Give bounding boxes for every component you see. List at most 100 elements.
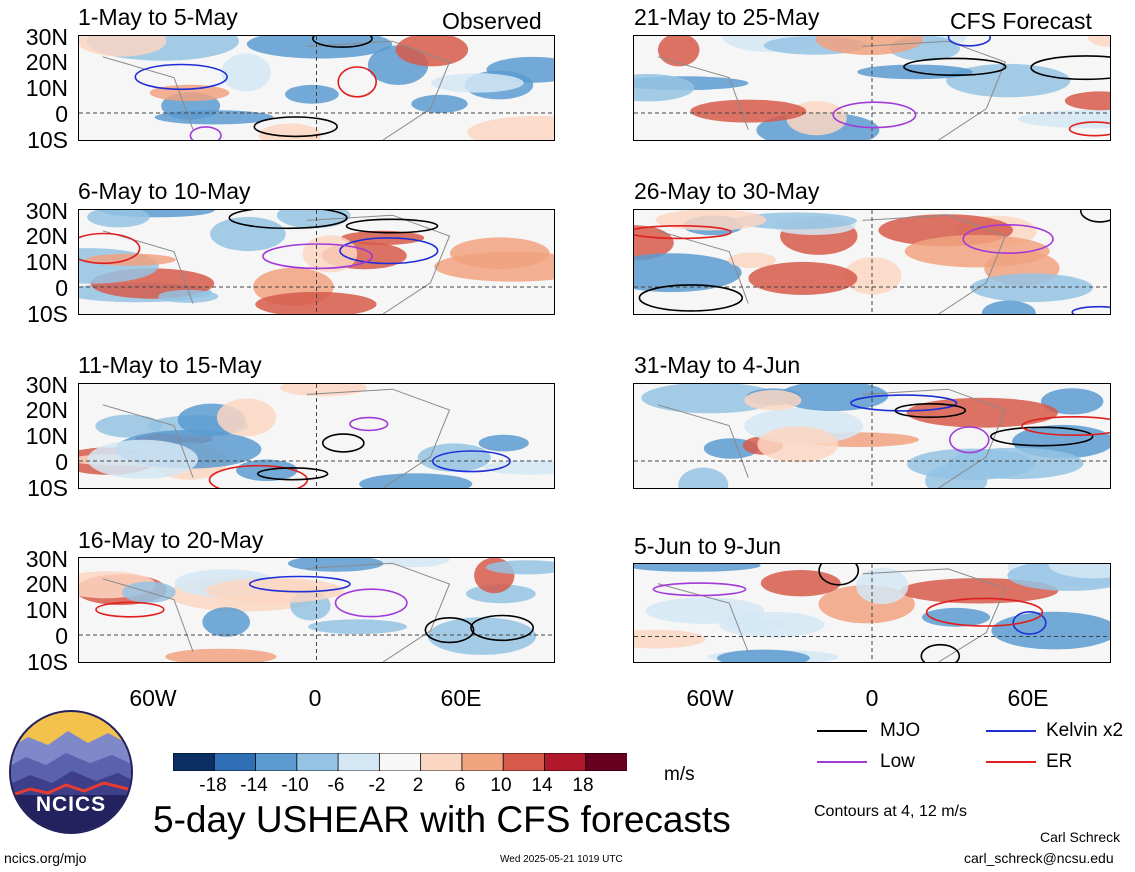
colorbar-swatch (172, 752, 216, 772)
colorbar (172, 752, 628, 772)
map-panel-left-4 (78, 557, 555, 663)
colorbar-tick: -10 (281, 775, 309, 796)
wave-contour (345, 218, 439, 234)
wave-contour (262, 243, 374, 270)
lat-label: 0 (55, 275, 68, 301)
shear-anomaly-patch (778, 384, 889, 411)
shear-anomaly-patch (79, 36, 167, 57)
shear-anomaly-patch (359, 473, 473, 488)
wave-contour (79, 232, 141, 265)
panel-title-left-3: 11-May to 15-May (78, 352, 262, 378)
map-panel-left-3 (78, 383, 555, 489)
shear-anomaly-patch (216, 398, 277, 437)
shear-anomaly-patch (970, 273, 1093, 302)
shear-anomaly-patch (165, 648, 277, 662)
legend-er-label: ER (1046, 751, 1073, 772)
lat-label: 10N (25, 249, 68, 275)
wave-contour (1068, 121, 1110, 137)
shear-anomaly-patch (1087, 36, 1110, 47)
colorbar-tick: 10 (490, 775, 512, 796)
shear-anomaly-patch (645, 597, 765, 624)
shear-anomaly-patch (87, 439, 198, 479)
wave-contour (948, 426, 990, 454)
shear-anomaly-patch (308, 619, 408, 634)
panel-title-left-4: 16-May to 20-May (78, 527, 264, 553)
shear-anomaly-patch (255, 291, 377, 314)
wave-contour (189, 126, 222, 140)
lon-label-right-0: 0 (865, 685, 879, 711)
colorbar-tick: -14 (240, 775, 268, 796)
shear-anomaly-patch (757, 426, 839, 463)
lat-label: 0 (55, 449, 68, 475)
wave-contour (256, 467, 329, 481)
ncics-logo: NCICS (8, 709, 134, 835)
wave-contour (832, 101, 917, 129)
coastline (102, 388, 451, 488)
shear-anomaly-patch (634, 629, 706, 649)
contours-note: Contours at 4, 12 m/s (814, 803, 967, 820)
shear-anomaly-patch (991, 611, 1110, 650)
lon-label-left-60e: 60E (440, 685, 482, 711)
colorbar-swatch (337, 752, 381, 772)
wave-contour (1079, 210, 1110, 223)
wave-contour (134, 63, 228, 91)
lat-label: 10S (27, 475, 68, 501)
shear-anomaly-patch (727, 618, 785, 632)
wave-contour (248, 575, 351, 593)
shear-anomaly-patch (904, 235, 1050, 268)
map-shading (79, 558, 554, 662)
panel-title-right-2: 26-May to 30-May (634, 178, 820, 204)
lat-label: 10S (27, 127, 68, 153)
legend-kelvin-line (986, 730, 1036, 732)
shear-anomaly-patch (95, 414, 163, 438)
wave-contour (1071, 305, 1110, 314)
footer-timestamp: Wed 2025-05-21 1019 UTC (500, 854, 623, 865)
wave-contour (920, 643, 961, 662)
map-shading (634, 384, 1110, 488)
logo-text: NCICS (35, 793, 107, 816)
wave-contour (652, 582, 747, 597)
shear-anomaly-patch (946, 63, 1071, 98)
wave-contour (962, 224, 1054, 254)
lon-label-left-0: 0 (308, 685, 322, 711)
shear-anomaly-patch (634, 74, 695, 102)
shear-anomaly-patch (1064, 91, 1110, 111)
map-panel-right-2 (633, 209, 1111, 315)
shear-anomaly-patch (634, 225, 674, 261)
wave-contour (1021, 416, 1110, 436)
wave-contour (321, 433, 365, 453)
colorbar-swatch (544, 752, 587, 772)
footer-email[interactable]: carl_schreck@ncsu.edu (964, 850, 1114, 866)
colorbar-tick: -6 (327, 775, 345, 796)
shear-anomaly-patch (258, 123, 322, 140)
legend-kelvin-label: Kelvin x2 (1046, 720, 1124, 741)
shear-anomaly-patch (843, 257, 902, 295)
wave-contour (470, 614, 535, 642)
wave-contour (424, 616, 475, 644)
wave-contour (818, 564, 860, 586)
lon-label-right-60e: 60E (1007, 685, 1049, 711)
colorbar-swatch (585, 752, 628, 772)
wave-contour (253, 116, 338, 138)
shear-anomaly-patch (906, 397, 1059, 428)
lon-label-right-60w: 60W (686, 685, 734, 711)
lat-label: 20N (25, 571, 68, 597)
shear-anomaly-patch (149, 84, 230, 102)
shear-anomaly-patch (744, 390, 802, 411)
map-shading (79, 36, 554, 140)
shear-anomaly-patch (395, 36, 469, 67)
shear-anomaly-patch (285, 84, 339, 104)
colorbar-unit: m/s (664, 764, 695, 785)
coastline (657, 40, 1006, 140)
colorbar-swatch (213, 752, 257, 772)
wave-contour (228, 210, 348, 230)
coastline (102, 562, 451, 662)
colorbar-tick: -2 (368, 775, 386, 796)
shear-anomaly-patch (485, 560, 554, 575)
shear-anomaly-patch (899, 578, 1059, 604)
footer-url[interactable]: ncics.org/mjo (4, 850, 87, 866)
colorbar-tick: 14 (531, 775, 553, 796)
footer-author: Carl Schreck (1040, 829, 1121, 845)
colorbar-swatch (378, 752, 422, 772)
coastline (657, 388, 1006, 488)
